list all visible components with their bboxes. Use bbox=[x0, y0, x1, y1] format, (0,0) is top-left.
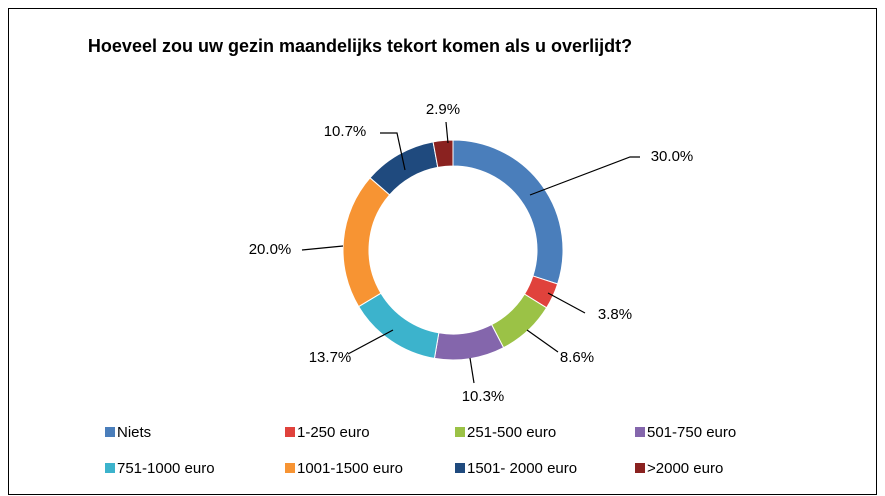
chart-border bbox=[8, 8, 877, 495]
legend-label: 751-1000 euro bbox=[117, 460, 215, 477]
legend-label: >2000 euro bbox=[647, 460, 723, 477]
legend-label: 501-750 euro bbox=[647, 424, 736, 441]
legend-swatch bbox=[285, 463, 295, 473]
leader-line bbox=[347, 329, 394, 355]
leader-line bbox=[380, 132, 406, 171]
donut-segment bbox=[432, 139, 454, 168]
leader-line bbox=[529, 156, 640, 196]
data-label: 8.6% bbox=[560, 349, 594, 366]
data-label: 10.7% bbox=[324, 123, 367, 140]
leader-line bbox=[469, 357, 475, 384]
data-label: 2.9% bbox=[426, 101, 460, 118]
leader-line bbox=[445, 121, 449, 144]
chart-title: Hoeveel zou uw gezin maandelijks tekort … bbox=[87, 36, 633, 56]
leader-line bbox=[526, 329, 559, 353]
leader-line bbox=[301, 245, 344, 251]
legend-swatch bbox=[635, 463, 645, 473]
legend-label: 1001-1500 euro bbox=[297, 460, 403, 477]
legend-swatch bbox=[635, 427, 645, 437]
data-label: 3.8% bbox=[598, 306, 632, 323]
leader-line bbox=[547, 292, 586, 314]
data-label: 10.3% bbox=[462, 388, 505, 405]
legend-swatch bbox=[285, 427, 295, 437]
legend-label: Niets bbox=[117, 424, 151, 441]
legend-swatch bbox=[105, 463, 115, 473]
legend-swatch bbox=[105, 427, 115, 437]
legend-swatch bbox=[455, 427, 465, 437]
legend-swatch bbox=[455, 463, 465, 473]
data-label: 30.0% bbox=[651, 148, 694, 165]
legend-label: 1501- 2000 euro bbox=[467, 460, 577, 477]
legend-label: 251-500 euro bbox=[467, 424, 556, 441]
legend-label: 1-250 euro bbox=[297, 424, 370, 441]
data-label: 13.7% bbox=[309, 349, 352, 366]
data-label: 20.0% bbox=[249, 241, 292, 258]
